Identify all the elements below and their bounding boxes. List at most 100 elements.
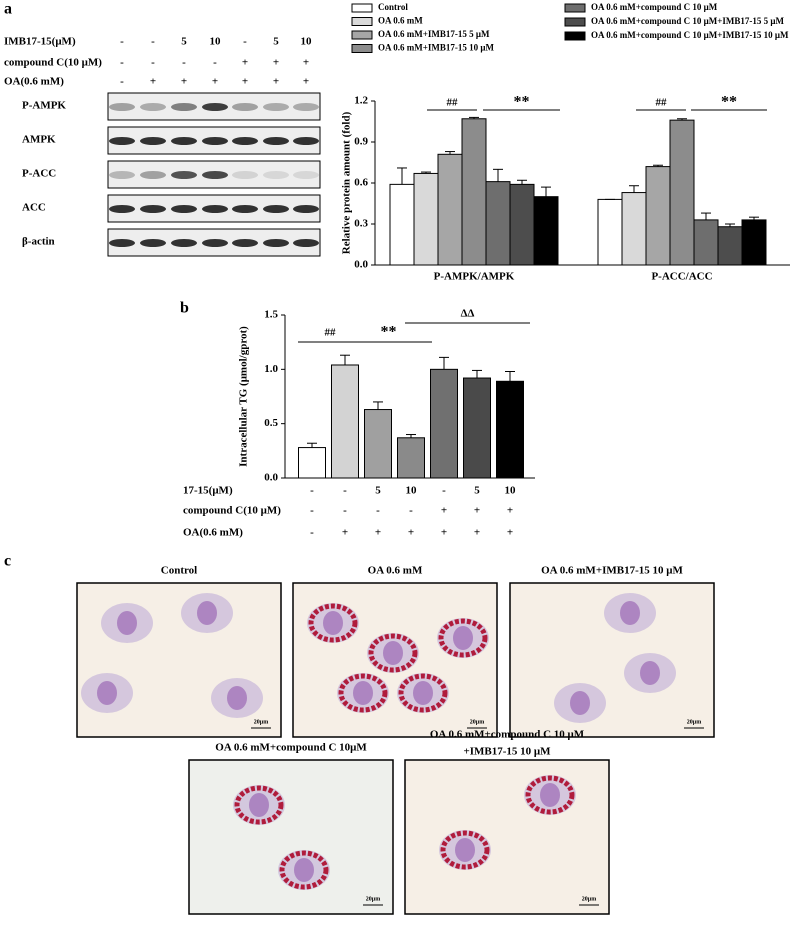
condition-value: + [150,76,156,88]
bar [496,380,524,479]
blot-band [109,171,135,179]
bar [533,196,559,266]
lipid-droplets [525,775,575,815]
condition-value: - [120,57,124,69]
condition-value: 5 [181,36,187,48]
bar [430,368,458,479]
bar [397,437,425,479]
blot-band [293,137,319,145]
nucleus [294,858,314,882]
lipid-droplets [308,603,358,643]
bar [485,181,511,266]
bar [463,377,491,479]
treatment-value: - [376,505,380,517]
bar [364,409,392,479]
nucleus [117,611,137,635]
blot-band [263,103,289,111]
treatment-value: + [375,527,381,539]
scale-label: 20μm [582,896,596,902]
condition-value: - [182,57,186,69]
blot-band [293,171,319,179]
blot-band [140,103,166,111]
blot-band [263,239,289,247]
treatment-value: - [343,505,347,517]
significance-label: ** [381,324,397,341]
y-tick-label: 0.0 [264,472,278,484]
condition-value: - [120,36,124,48]
legend-swatch [564,3,586,13]
blot-band [232,205,258,213]
bar [621,192,647,266]
bar [389,183,415,266]
treatment-label: 17-15(μM) [183,485,233,497]
lipid-droplets [279,850,329,890]
bar [461,118,487,266]
treatment-value: - [343,485,347,497]
y-tick-label: 0.9 [354,136,368,148]
condition-value: - [120,76,124,88]
treatment-value: - [442,485,446,497]
bar [717,226,743,266]
condition-label: compound C(10 μM) [4,57,102,69]
blot-band [140,171,166,179]
scale-label: 20μm [366,896,380,902]
y-tick-label: 0.6 [354,177,368,189]
lipid-droplets [398,673,448,713]
condition-value: + [242,76,248,88]
legend-label: OA 0.6 mM+IMB17-15 5 μM [378,29,490,39]
y-tick-label: 0.0 [354,259,368,271]
treatment-value: 5 [375,485,381,497]
blot-band [109,205,135,213]
condition-value: + [273,57,279,69]
band-label: AMPK [22,134,56,146]
nucleus [620,601,640,625]
blot-band [232,171,258,179]
bar [669,119,695,266]
band-label: P-ACC [22,168,56,180]
y-tick-label: 0.5 [264,417,278,429]
blot-band [263,137,289,145]
legend-label: OA 0.6 mM+IMB17-15 10 μM [378,43,494,53]
legend-swatch [351,17,373,26]
micrograph-title: Control [161,565,197,577]
blot-band [109,103,135,111]
condition-value: + [242,57,248,69]
y-tick-label: 1.0 [264,363,278,375]
bar [331,364,359,479]
legend-label: OA 0.6 mM+compound C 10 μM+IMB17-15 5 μM [591,16,784,26]
significance-label: ΔΔ [461,308,475,320]
lipid-droplets [368,633,418,673]
blot-band [202,103,228,111]
nucleus [455,838,475,862]
legend-label: Control [378,2,408,12]
blot-band [232,239,258,247]
nucleus [383,641,403,665]
lipid-droplets [234,785,284,825]
nucleus [570,691,590,715]
micrograph [404,759,610,915]
scale-label: 20μm [470,719,484,725]
condition-value: + [181,76,187,88]
bar [597,198,623,266]
nucleus [453,626,473,650]
y-tick-label: 0.3 [354,218,368,230]
nucleus [97,681,117,705]
treatment-value: + [507,505,513,517]
micrograph-title: OA 0.6 mM+IMB17-15 10 μM [541,565,683,577]
panel-label: c [4,553,11,570]
treatment-value: + [408,527,414,539]
nucleus [249,793,269,817]
bar [693,219,719,266]
scale-label: 20μm [254,719,268,725]
treatment-value: + [474,505,480,517]
bar [413,172,439,266]
legend-label: OA 0.6 mM [378,16,423,26]
blot-band [171,205,197,213]
treatment-value: - [310,527,314,539]
blot-band [293,239,319,247]
significance-label: ** [514,94,530,111]
condition-value: + [273,76,279,88]
bar [509,183,535,266]
treatment-value: + [342,527,348,539]
blot-band [263,171,289,179]
